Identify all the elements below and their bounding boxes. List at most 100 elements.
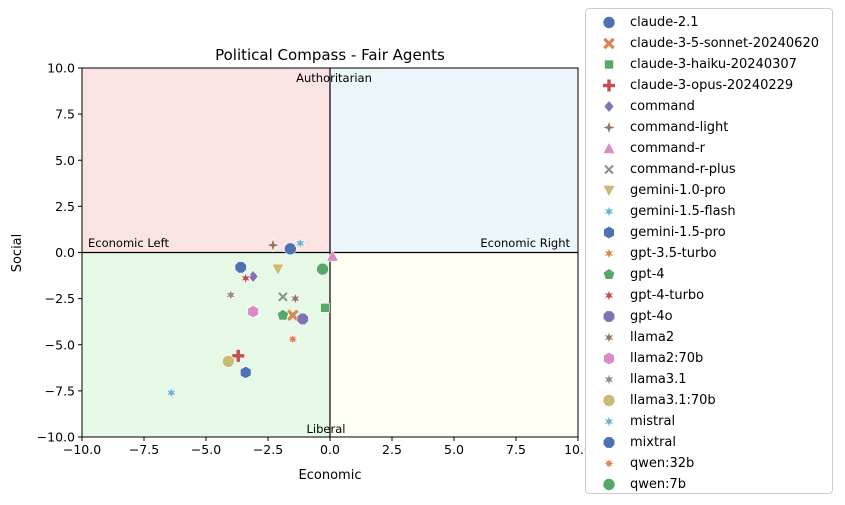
data-point-llama3-1 (224, 288, 237, 302)
legend-marker-shape (602, 478, 616, 491)
x-tick-label: 7.5 (506, 442, 526, 457)
legend-marker (602, 478, 616, 491)
legend-label: llama2 (630, 330, 675, 345)
legend-marker (604, 164, 614, 175)
legend-marker (602, 185, 616, 198)
legend-marker-shape (602, 16, 616, 29)
data-point-gemini-1-5-flash (294, 236, 307, 251)
legend-label: gpt-3.5-turbo (630, 246, 717, 261)
legend-marker-shape (603, 204, 615, 219)
legend-marker (602, 436, 616, 449)
legend-item: gemini-1.0-pro (586, 180, 832, 201)
legend-marker-shape (601, 120, 617, 135)
legend-item: command-light (586, 117, 832, 138)
quadrant-bottom-right (330, 252, 578, 437)
legend-marker-shape (602, 436, 616, 449)
x-tick-label: −10.0 (63, 442, 101, 457)
legend-item: llama3.1:70b (586, 390, 832, 411)
legend-marker-shape (602, 310, 616, 323)
data-point-command-r (325, 249, 339, 262)
legend-item: command-r (586, 138, 832, 159)
legend-marker (602, 141, 616, 154)
legend-label: llama3.1:70b (630, 393, 716, 408)
legend-marker-shape (602, 268, 616, 280)
legend-marker (601, 120, 617, 135)
legend-marker (603, 351, 615, 366)
legend-marker-shape (603, 288, 615, 303)
chart-title: Political Compass - Fair Agents (215, 46, 445, 64)
political-compass-chart: −10.0−10.0 −7.5 −7.5 −5.0 −5.0 −2.5 −2.5 0.0 0.0… (10, 46, 585, 483)
y-tick-label: 5.0 (55, 153, 75, 168)
quadrant-label-economic-left: Economic Left (88, 236, 169, 250)
legend-marker-shape (602, 185, 616, 198)
legend-item: qwen:32b (586, 453, 832, 474)
legend-marker-shape (603, 225, 615, 240)
legend-item: mixtral (586, 432, 832, 453)
legend: claude-2.1 claude-3-5-sonnet-20240620 clau… (585, 8, 833, 494)
quadrant-label-economic-right: Economic Right (480, 236, 570, 250)
legend-label: claude-3-5-sonnet-20240620 (630, 36, 819, 51)
legend-item: qwen:7b (586, 474, 832, 495)
legend-marker (603, 288, 615, 303)
data-point-claude-3-haiku-20240307 (320, 303, 330, 313)
legend-marker (602, 16, 616, 29)
legend-marker (603, 225, 615, 240)
data-point-gemini-1-0-pro (271, 263, 285, 276)
data-point-qwen-7b (316, 262, 329, 276)
legend-label: command (630, 99, 695, 114)
legend-marker-shape (604, 164, 614, 175)
legend-item: llama2:70b (586, 348, 832, 369)
legend-marker (603, 246, 615, 261)
legend-marker (603, 37, 615, 50)
data-point-llama2-70b (247, 304, 259, 319)
legend-label: command-r (630, 141, 705, 156)
data-point-command (247, 270, 259, 283)
legend-label: qwen:7b (630, 477, 687, 492)
y-tick-label: 0.0 (55, 245, 75, 260)
quadrant-backgrounds (82, 68, 578, 437)
legend-label: mistral (630, 414, 676, 429)
legend-label: claude-2.1 (630, 15, 699, 30)
legend-marker-shape (604, 59, 614, 70)
axes: −10.0−10.0 −7.5 −7.5 −5.0 −5.0 −2.5 −2.5 0.0 0.0… (37, 61, 585, 458)
legend-item: claude-3-5-sonnet-20240620 (586, 33, 832, 54)
y-tick-label: 10.0 (47, 61, 75, 76)
data-point-qwen-32b (286, 333, 299, 346)
legend-marker-shape (603, 330, 615, 345)
legend-label: gemini-1.5-pro (630, 225, 726, 240)
legend-marker (603, 414, 615, 429)
y-tick-label: −5.0 (45, 337, 75, 352)
data-point-llama2 (289, 291, 302, 306)
quadrant-bottom-left (82, 252, 330, 437)
data-point-command-light (265, 237, 281, 253)
legend-item: claude-3-opus-20240229 (586, 75, 832, 96)
data-point-mixtral (234, 261, 247, 274)
data-point-llama3-1-70b (222, 355, 235, 368)
legend-label: llama2:70b (630, 351, 704, 366)
data-point-gemini-1-5-pro (240, 365, 252, 379)
y-tick-label: 7.5 (55, 107, 75, 122)
y-tick-label: −2.5 (45, 291, 75, 306)
legend-marker (603, 372, 615, 387)
legend-label: qwen:32b (630, 456, 695, 471)
legend-label: gpt-4o (630, 309, 673, 324)
y-tick-label: −10.0 (37, 430, 75, 445)
data-point-command-r-plus (278, 292, 288, 302)
legend-marker (603, 330, 615, 345)
quadrant-label-liberal: Liberal (307, 422, 346, 436)
legend-marker-shape (602, 141, 616, 154)
legend-marker-shape (603, 414, 615, 429)
legend-marker-shape (603, 351, 615, 366)
legend-marker (602, 268, 616, 280)
x-tick-label: −5.0 (191, 442, 221, 457)
legend-marker (604, 59, 614, 70)
data-point-mistral (165, 385, 178, 400)
legend-label: gpt-4-turbo (630, 288, 705, 303)
legend-marker-shape (603, 79, 615, 92)
legend-marker-shape (603, 100, 615, 113)
legend-label: claude-3-opus-20240229 (630, 78, 794, 93)
x-tick-label: −7.5 (129, 442, 159, 457)
legend-label: gemini-1.5-flash (630, 204, 736, 219)
x-tick-label: 5.0 (444, 442, 464, 457)
legend-item: llama2 (586, 327, 832, 348)
